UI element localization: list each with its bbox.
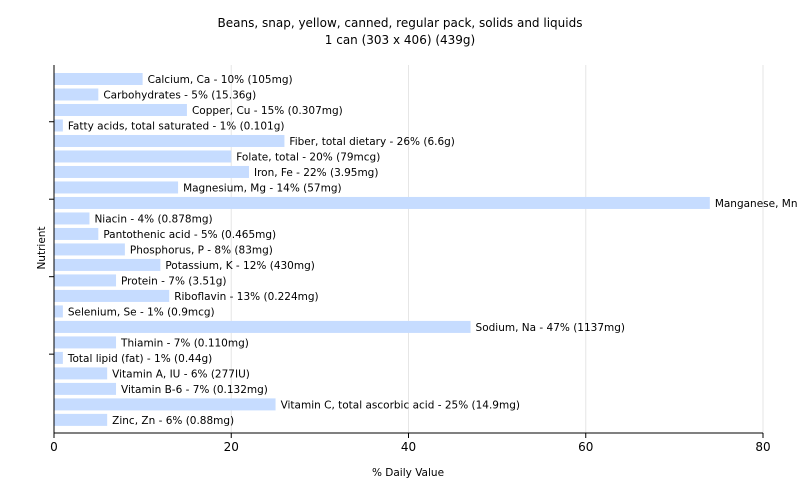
bar-label-10: Pantothenic acid - 5% (0.465mg)	[103, 229, 276, 241]
x-tick-label-60: 60	[578, 440, 593, 454]
bar-label-2: Copper, Cu - 15% (0.307mg)	[192, 105, 343, 117]
bar-19	[54, 367, 108, 380]
bar-label-13: Protein - 7% (3.51g)	[121, 275, 227, 287]
bar-label-17: Thiamin - 7% (0.110mg)	[120, 337, 249, 349]
bar-label-3: Fatty acids, total saturated - 1% (0.101…	[68, 120, 285, 132]
x-axis-label: % Daily Value	[372, 467, 444, 479]
bar-label-11: Phosphorus, P - 8% (83mg)	[130, 244, 273, 256]
chart-subtitle: 1 can (303 x 406) (439g)	[325, 33, 475, 47]
bar-8	[54, 196, 710, 209]
bar-label-6: Iron, Fe - 22% (3.95mg)	[254, 167, 378, 179]
bar-17	[54, 336, 117, 349]
bar-label-9: Niacin - 4% (0.878mg)	[94, 213, 212, 225]
bar-13	[54, 274, 117, 287]
bar-16	[54, 320, 471, 333]
y-axis-label: Nutrient	[36, 226, 48, 269]
bar-22	[54, 413, 108, 426]
bar-label-16: Sodium, Na - 47% (1137mg)	[476, 322, 625, 334]
bar-1	[54, 88, 99, 101]
chart-title: Beans, snap, yellow, canned, regular pac…	[218, 16, 583, 30]
bar-20	[54, 382, 117, 395]
gridlines	[230, 65, 764, 433]
bar-4	[54, 134, 285, 147]
bar-label-22: Zinc, Zn - 6% (0.88mg)	[112, 415, 234, 427]
bar-11	[54, 243, 125, 256]
bar-5	[54, 150, 232, 163]
bar-9	[54, 212, 90, 225]
bar-3	[54, 119, 63, 132]
bar-12	[54, 258, 161, 271]
bar-label-5: Folate, total - 20% (79mcg)	[236, 151, 380, 163]
bar-14	[54, 289, 170, 302]
bar-6	[54, 165, 249, 178]
bar-label-12: Potassium, K - 12% (430mg)	[165, 260, 315, 272]
x-tick-label-40: 40	[401, 440, 416, 454]
bar-label-8: Manganese, Mn - 74% (1.471mg)	[715, 198, 800, 210]
bar-label-7: Magnesium, Mg - 14% (57mg)	[183, 182, 342, 194]
bar-label-4: Fiber, total dietary - 26% (6.6g)	[289, 136, 454, 148]
bar-label-14: Riboflavin - 13% (0.224mg)	[174, 291, 318, 303]
bar-label-21: Vitamin C, total ascorbic acid - 25% (14…	[281, 399, 520, 411]
bar-0	[54, 73, 143, 85]
bar-7	[54, 181, 179, 194]
bar-label-0: Calcium, Ca - 10% (105mg)	[148, 74, 293, 86]
bar-label-1: Carbohydrates - 5% (15.36g)	[103, 89, 256, 101]
axes: 0 20 40 60 80	[49, 65, 771, 454]
bars: Calcium, Ca - 10% (105mg) Carbohydrates -…	[54, 73, 800, 427]
bar-18	[54, 351, 63, 364]
bar-15	[54, 305, 63, 318]
bar-label-18: Total lipid (fat) - 1% (0.44g)	[67, 353, 212, 365]
bar-label-15: Selenium, Se - 1% (0.9mcg)	[68, 306, 215, 318]
bar-2	[54, 103, 187, 116]
bar-21	[54, 398, 276, 411]
bar-10	[54, 227, 99, 240]
bar-label-19: Vitamin A, IU - 6% (277IU)	[112, 368, 250, 380]
bar-label-20: Vitamin B-6 - 7% (0.132mg)	[121, 384, 268, 396]
x-tick-label-0: 0	[50, 440, 58, 454]
x-tick-label-80: 80	[755, 440, 770, 454]
x-tick-label-20: 20	[224, 440, 239, 454]
